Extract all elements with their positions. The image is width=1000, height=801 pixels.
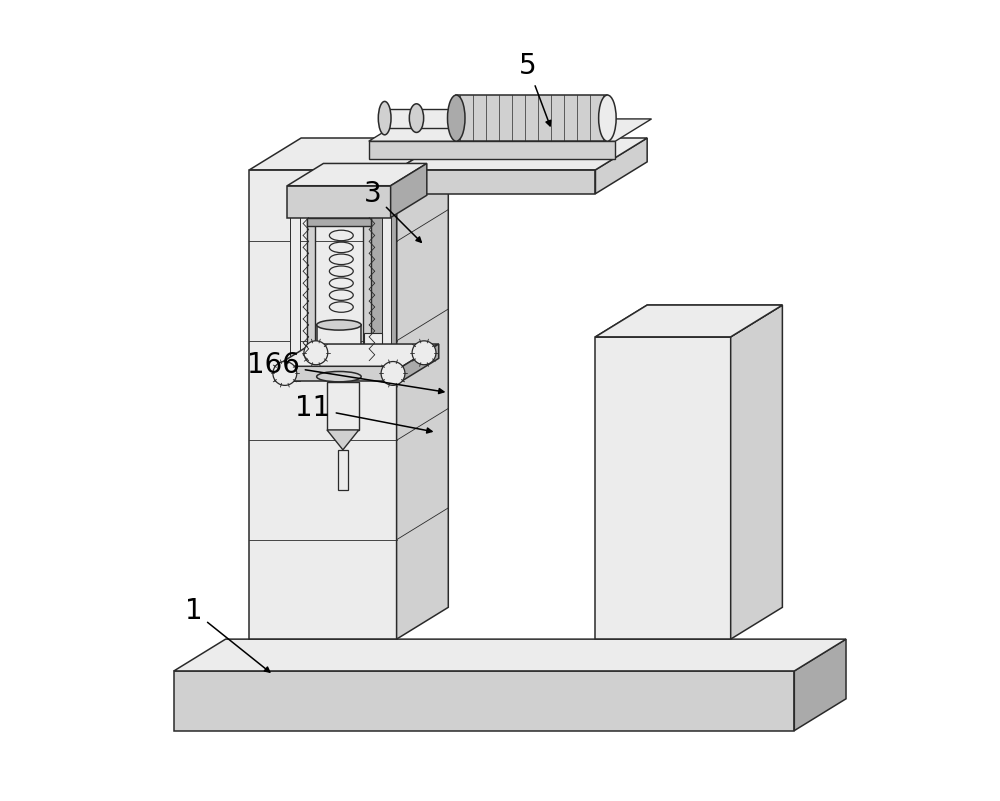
Text: 5: 5 bbox=[519, 52, 551, 126]
Polygon shape bbox=[290, 186, 300, 380]
Polygon shape bbox=[595, 305, 782, 337]
Polygon shape bbox=[307, 218, 371, 226]
Circle shape bbox=[273, 361, 297, 385]
Polygon shape bbox=[456, 95, 607, 141]
Polygon shape bbox=[338, 450, 348, 489]
Polygon shape bbox=[174, 671, 794, 731]
Polygon shape bbox=[287, 186, 391, 218]
Polygon shape bbox=[595, 305, 782, 337]
Text: 1: 1 bbox=[185, 598, 270, 672]
Polygon shape bbox=[307, 218, 315, 360]
Polygon shape bbox=[397, 170, 595, 194]
Polygon shape bbox=[595, 337, 731, 639]
Polygon shape bbox=[249, 170, 397, 639]
Circle shape bbox=[412, 341, 436, 364]
Polygon shape bbox=[391, 163, 427, 218]
Polygon shape bbox=[382, 186, 391, 380]
Ellipse shape bbox=[317, 320, 361, 330]
Polygon shape bbox=[397, 138, 647, 170]
Circle shape bbox=[304, 341, 328, 364]
Polygon shape bbox=[794, 639, 846, 731]
Polygon shape bbox=[371, 202, 397, 360]
Polygon shape bbox=[317, 325, 361, 376]
Text: 3: 3 bbox=[364, 179, 421, 242]
Polygon shape bbox=[275, 366, 403, 380]
Ellipse shape bbox=[599, 95, 616, 141]
Polygon shape bbox=[174, 639, 846, 671]
Text: 11: 11 bbox=[295, 394, 432, 433]
Circle shape bbox=[381, 361, 405, 385]
Polygon shape bbox=[595, 138, 647, 194]
Ellipse shape bbox=[317, 372, 361, 382]
Polygon shape bbox=[403, 344, 439, 380]
Polygon shape bbox=[249, 138, 448, 170]
Polygon shape bbox=[369, 119, 652, 141]
Ellipse shape bbox=[409, 104, 424, 132]
Polygon shape bbox=[275, 344, 439, 366]
Polygon shape bbox=[385, 109, 456, 127]
Ellipse shape bbox=[380, 109, 389, 127]
Polygon shape bbox=[327, 430, 359, 450]
Text: 166: 166 bbox=[247, 351, 444, 393]
Polygon shape bbox=[369, 141, 615, 159]
Polygon shape bbox=[364, 333, 382, 372]
Polygon shape bbox=[363, 218, 371, 360]
Ellipse shape bbox=[448, 95, 465, 141]
Polygon shape bbox=[327, 382, 359, 430]
Polygon shape bbox=[287, 163, 427, 186]
Polygon shape bbox=[731, 305, 782, 639]
Polygon shape bbox=[397, 138, 448, 639]
Ellipse shape bbox=[378, 102, 391, 135]
